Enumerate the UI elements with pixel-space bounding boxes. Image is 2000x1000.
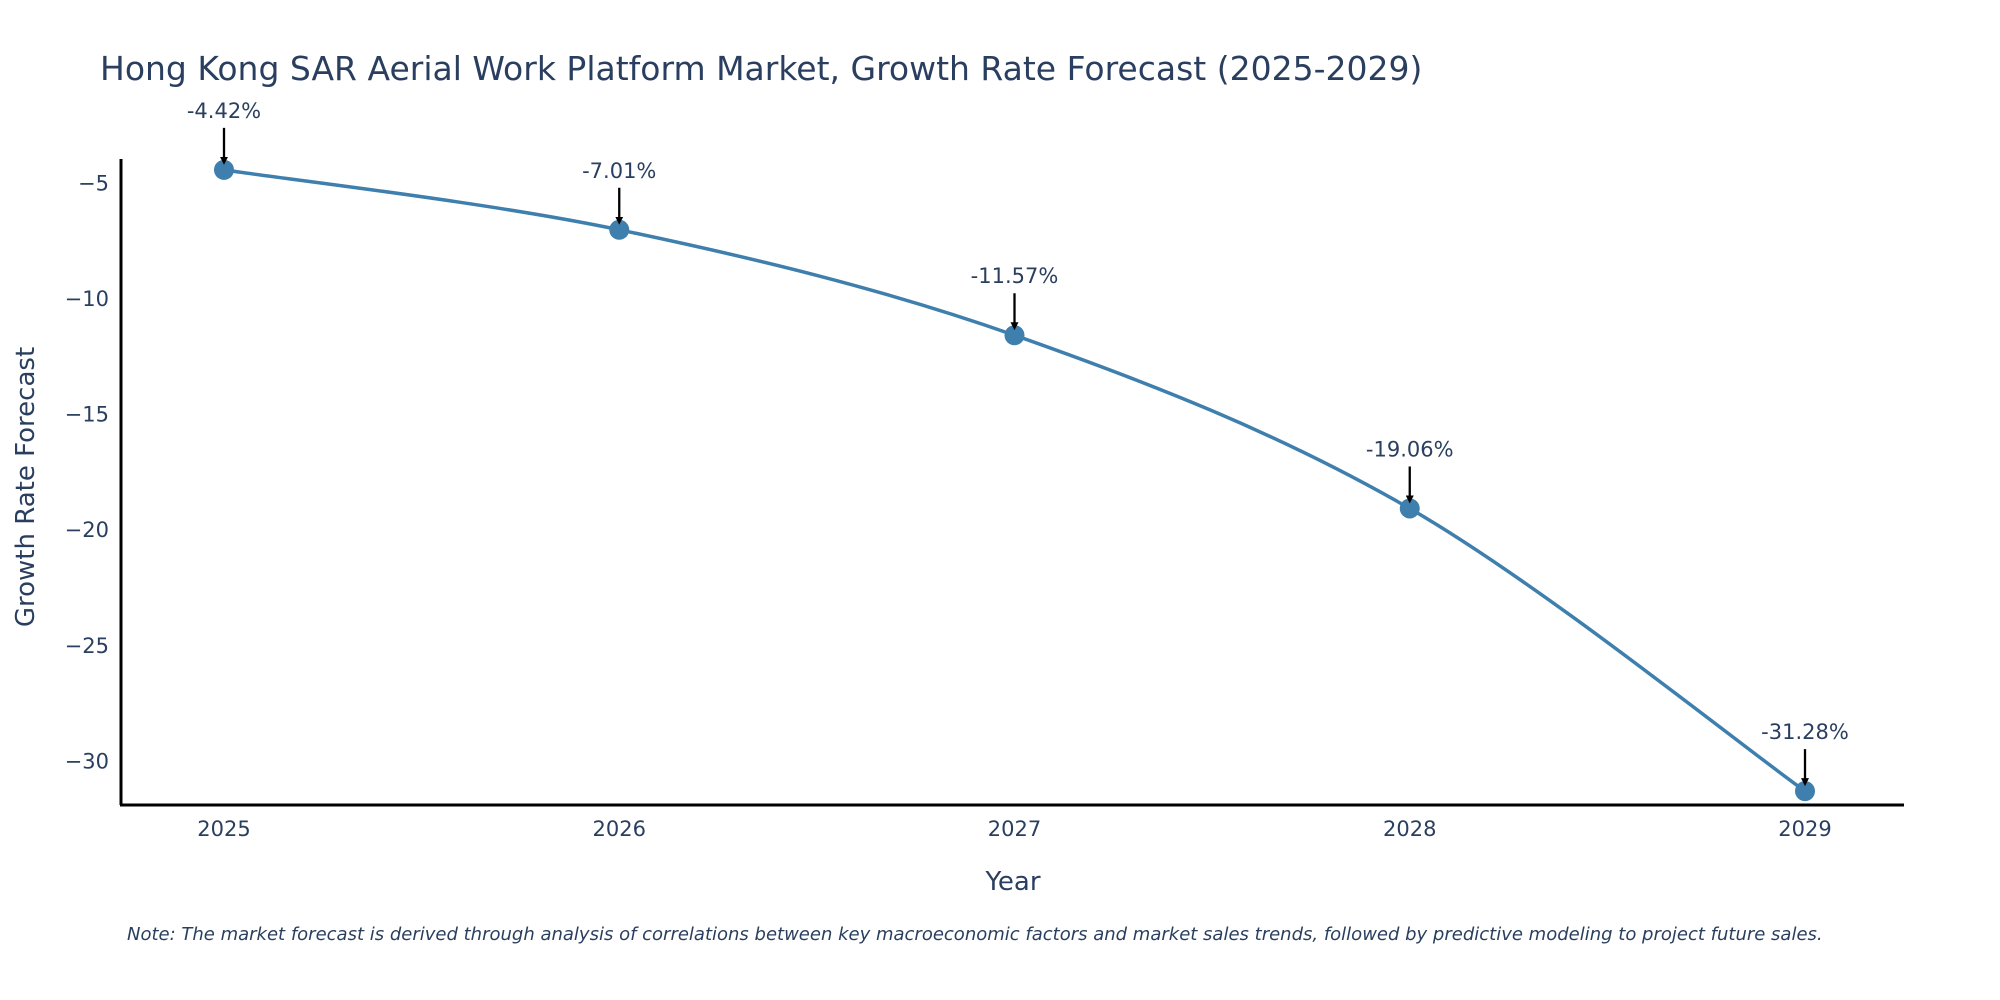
data-point <box>214 159 234 180</box>
data-label: -19.06% <box>1366 437 1454 461</box>
growth-rate-line <box>222 168 1807 793</box>
data-label: -31.28% <box>1761 720 1849 744</box>
x-tick-label: 2027 <box>988 817 1041 841</box>
data-point <box>1004 325 1025 346</box>
x-tick-label: 2025 <box>197 817 250 841</box>
data-point <box>1399 498 1420 519</box>
x-tick-label: 2029 <box>1778 817 1831 841</box>
data-label: -7.01% <box>582 159 656 183</box>
data-label: -4.42% <box>187 99 261 123</box>
chart-title: Hong Kong SAR Aerial Work Platform Marke… <box>100 49 1422 88</box>
y-tick-label: −15 <box>65 403 109 427</box>
y-axis-ticks: −5 −10 −15 −20 −25 −30 <box>65 171 109 773</box>
data-point <box>1795 781 1815 802</box>
data-label: -11.57% <box>971 264 1059 288</box>
x-tick-label: 2028 <box>1383 817 1436 841</box>
footnote: Note: The market forecast is derived thr… <box>127 924 1823 945</box>
x-axis-title: Year <box>984 867 1040 897</box>
data-point <box>609 219 630 240</box>
y-tick-label: −20 <box>65 518 109 542</box>
data-markers <box>214 159 1815 802</box>
y-tick-label: −5 <box>78 171 109 195</box>
y-tick-label: −25 <box>65 634 109 658</box>
y-tick-label: −30 <box>65 750 109 774</box>
data-annotations: -4.42% -7.01% -11.57% -19.06% -31.28% <box>187 99 1849 787</box>
y-tick-label: −10 <box>65 287 109 311</box>
x-tick-label: 2026 <box>593 817 646 841</box>
y-axis-title: Growth Rate Forecast <box>11 347 41 627</box>
x-axis-ticks: 2025 2026 2027 2028 2029 <box>197 817 1831 841</box>
